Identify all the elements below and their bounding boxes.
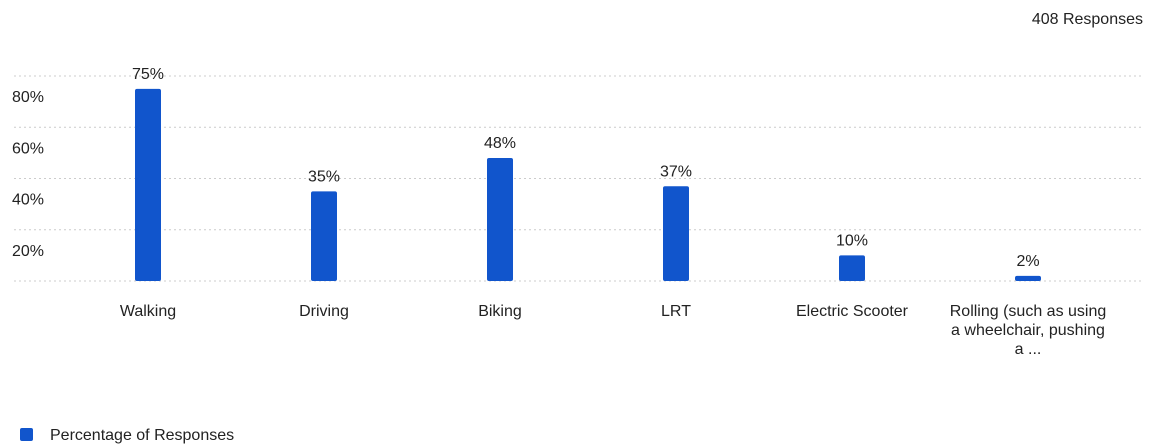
- x-tick-label: Walking: [119, 303, 177, 320]
- value-label: 10%: [836, 233, 868, 250]
- bar: [135, 88, 161, 281]
- y-tick-label: 40%: [12, 192, 44, 209]
- bar: [487, 158, 513, 281]
- y-tick-label: 60%: [12, 140, 44, 157]
- value-label: 48%: [484, 135, 516, 152]
- value-label: 35%: [308, 169, 340, 186]
- x-tick-label: Rolling (such as using a wheelchair, pus…: [949, 303, 1107, 358]
- legend-swatch: [20, 428, 33, 441]
- legend-label: Percentage of Responses: [50, 427, 234, 444]
- bar: [839, 255, 865, 281]
- x-tick-label: Driving: [299, 303, 349, 320]
- value-label: 37%: [660, 163, 692, 180]
- bar: [663, 186, 689, 281]
- bar: [311, 191, 337, 281]
- bar: [1015, 275, 1041, 281]
- y-tick-label: 80%: [12, 89, 44, 106]
- x-tick-label: LRT: [661, 303, 691, 320]
- value-label: 2%: [1016, 253, 1039, 270]
- y-tick-label: 20%: [12, 243, 44, 260]
- x-tick-label: Biking: [478, 303, 522, 320]
- response-count: 408 Responses: [1032, 11, 1143, 28]
- value-label: 75%: [132, 66, 164, 83]
- x-tick-label: Electric Scooter: [795, 303, 909, 320]
